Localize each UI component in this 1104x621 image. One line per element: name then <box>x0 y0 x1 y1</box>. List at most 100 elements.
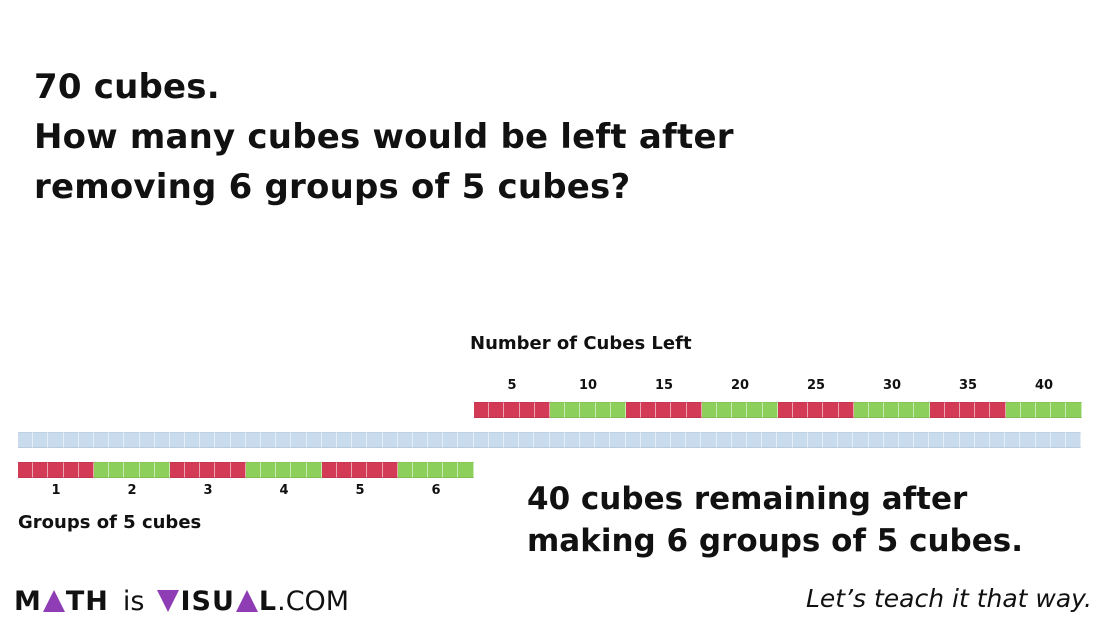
cube <box>549 432 565 448</box>
cube <box>838 402 854 418</box>
tick-label: 30 <box>882 378 902 393</box>
cube <box>321 462 337 478</box>
cube <box>640 432 656 448</box>
cube <box>230 462 246 478</box>
cube <box>960 402 976 418</box>
logo-a-triangle-icon <box>235 590 258 612</box>
cube <box>382 462 398 478</box>
cube <box>656 402 672 418</box>
cube <box>610 432 626 448</box>
cube <box>428 462 444 478</box>
cube <box>944 432 960 448</box>
cube <box>732 402 748 418</box>
cube <box>853 432 869 448</box>
cube <box>990 432 1006 448</box>
cube <box>747 432 763 448</box>
cube <box>412 462 429 478</box>
logo-v-triangle-icon <box>157 590 180 612</box>
answer-line-1: 40 cubes remaining after <box>527 481 968 517</box>
cube <box>823 402 839 418</box>
cube <box>352 462 368 478</box>
cube <box>792 402 809 418</box>
cube <box>336 462 353 478</box>
tick-label: 3 <box>203 483 213 498</box>
cube <box>78 432 94 448</box>
cube <box>215 462 231 478</box>
cube <box>579 432 596 448</box>
cube <box>382 432 398 448</box>
cube <box>914 402 930 418</box>
cube <box>169 462 186 478</box>
tick-label: 2 <box>127 483 137 498</box>
cube <box>808 402 824 418</box>
cube <box>245 462 261 478</box>
cube <box>975 402 991 418</box>
cube <box>1020 432 1036 448</box>
tick-label: 15 <box>654 378 674 393</box>
cube <box>185 432 201 448</box>
tick-label: 6 <box>431 483 441 498</box>
cube <box>276 432 292 448</box>
cube <box>215 432 231 448</box>
cube <box>63 462 79 478</box>
cube <box>777 432 793 448</box>
cube <box>1035 402 1052 418</box>
cube <box>549 402 566 418</box>
cube <box>291 462 307 478</box>
cube <box>717 402 733 418</box>
tick-label: 5 <box>507 378 517 393</box>
cube <box>48 462 64 478</box>
cube <box>686 432 702 448</box>
question-line-1: 70 cubes. <box>34 67 220 107</box>
cube <box>944 402 960 418</box>
answer-line-2: making 6 groups of 5 cubes. <box>527 523 1023 559</box>
tick-label: 10 <box>578 378 598 393</box>
cube <box>686 402 702 418</box>
cube <box>701 402 717 418</box>
cube <box>838 432 854 448</box>
cube <box>716 432 732 448</box>
cube <box>1005 402 1021 418</box>
cube <box>504 432 520 448</box>
answer: 40 cubes remaining after making 6 groups… <box>527 478 1023 562</box>
cube <box>1020 402 1036 418</box>
cube <box>33 462 49 478</box>
cube <box>959 432 975 448</box>
cube <box>428 432 444 448</box>
tick-label: 4 <box>279 483 289 498</box>
cube <box>124 432 140 448</box>
logo-visual-l: L <box>258 585 278 617</box>
cube <box>291 432 307 448</box>
cube <box>336 432 353 448</box>
cube <box>443 432 459 448</box>
cube <box>473 432 489 448</box>
cube <box>139 432 155 448</box>
cube <box>884 402 900 418</box>
cube <box>154 432 170 448</box>
cube <box>625 402 642 418</box>
cube <box>853 402 869 418</box>
cube <box>200 462 216 478</box>
cube <box>154 462 170 478</box>
cube <box>519 402 535 418</box>
cube <box>974 432 990 448</box>
cube <box>169 432 186 448</box>
tick-label: 1 <box>51 483 61 498</box>
cube <box>1005 432 1021 448</box>
cube <box>397 462 413 478</box>
cube <box>458 462 474 478</box>
cube <box>762 432 778 448</box>
cube <box>595 432 611 448</box>
cube <box>822 432 839 448</box>
logo-is: is <box>122 585 145 617</box>
cube <box>777 402 793 418</box>
cube <box>534 432 550 448</box>
cube <box>914 432 930 448</box>
tick-label: 40 <box>1034 378 1054 393</box>
cube <box>868 432 884 448</box>
cube <box>367 462 383 478</box>
cube <box>1050 432 1066 448</box>
cube <box>488 432 504 448</box>
cube <box>1065 432 1082 448</box>
groups-strip <box>18 462 474 478</box>
